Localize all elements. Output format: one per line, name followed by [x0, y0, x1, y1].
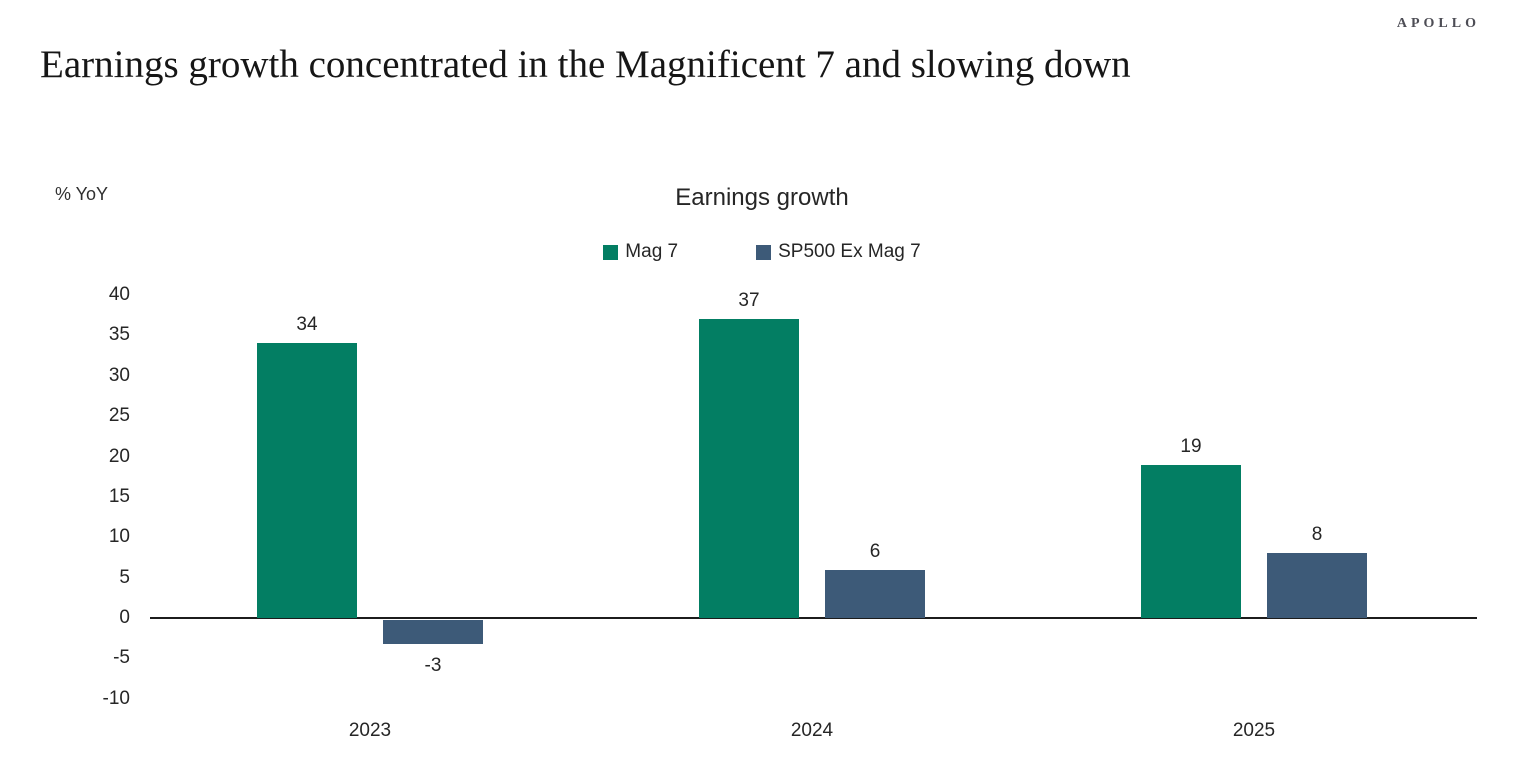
legend-swatch-sp500-ex-mag-7: [756, 244, 772, 260]
bar-value-label-sp500-ex-mag-7-2023: -3: [424, 655, 442, 677]
y-tick--5: -5: [113, 647, 130, 669]
y-tick-40: 40: [108, 284, 130, 305]
y-tick-10: 10: [108, 526, 130, 548]
y-tick-25: 25: [108, 405, 130, 427]
bar-value-label-sp500-ex-mag-7-2025: 8: [1311, 524, 1323, 546]
y-tick-35: 35: [108, 324, 130, 346]
chart-legend: Mag 7 SP500 Ex Mag 7: [2, 241, 1520, 263]
bar-sp500-ex-mag-7-2024: [825, 569, 925, 618]
bar-value-label-mag-7-2025: 19: [1180, 435, 1202, 457]
legend-label-sp500-ex-mag-7: SP500 Ex Mag 7: [778, 241, 921, 262]
bar-value-label-mag-7-2023: 34: [296, 314, 318, 336]
bar-mag-7-2025: [1141, 464, 1241, 618]
x-category-2024: 2024: [790, 720, 834, 741]
y-tick-15: 15: [108, 485, 130, 507]
y-tick-20: 20: [108, 445, 130, 467]
y-tick-5: 5: [119, 566, 130, 588]
bar-mag-7-2023: [257, 343, 357, 618]
bar-value-label-mag-7-2024: 37: [738, 290, 760, 312]
y-tick-30: 30: [108, 364, 130, 386]
x-category-2023: 2023: [348, 720, 392, 741]
legend-label-mag-7: Mag 7: [625, 241, 679, 262]
page-title: Earnings growth concentrated in the Magn…: [40, 43, 1131, 86]
bar-sp500-ex-mag-7-2023: [383, 620, 483, 645]
legend-item-mag-7: Mag 7: [603, 241, 678, 263]
x-category-2025: 2025: [1232, 720, 1276, 741]
y-tick--10: -10: [102, 687, 130, 709]
x-axis-line: [150, 617, 1477, 619]
y-axis-unit-label: % YoY: [55, 184, 109, 204]
bar-mag-7-2024: [699, 319, 799, 618]
bar-sp500-ex-mag-7-2025: [1267, 553, 1367, 618]
bar-value-label-sp500-ex-mag-7-2024: 6: [869, 540, 881, 562]
legend-swatch-mag-7: [603, 244, 619, 260]
y-tick-0: 0: [119, 607, 130, 628]
chart-title: Earnings growth: [675, 184, 849, 211]
apollo-logo: APOLLO: [1396, 16, 1480, 31]
legend-item-sp500-ex-mag-7: SP500 Ex Mag 7: [756, 241, 921, 263]
